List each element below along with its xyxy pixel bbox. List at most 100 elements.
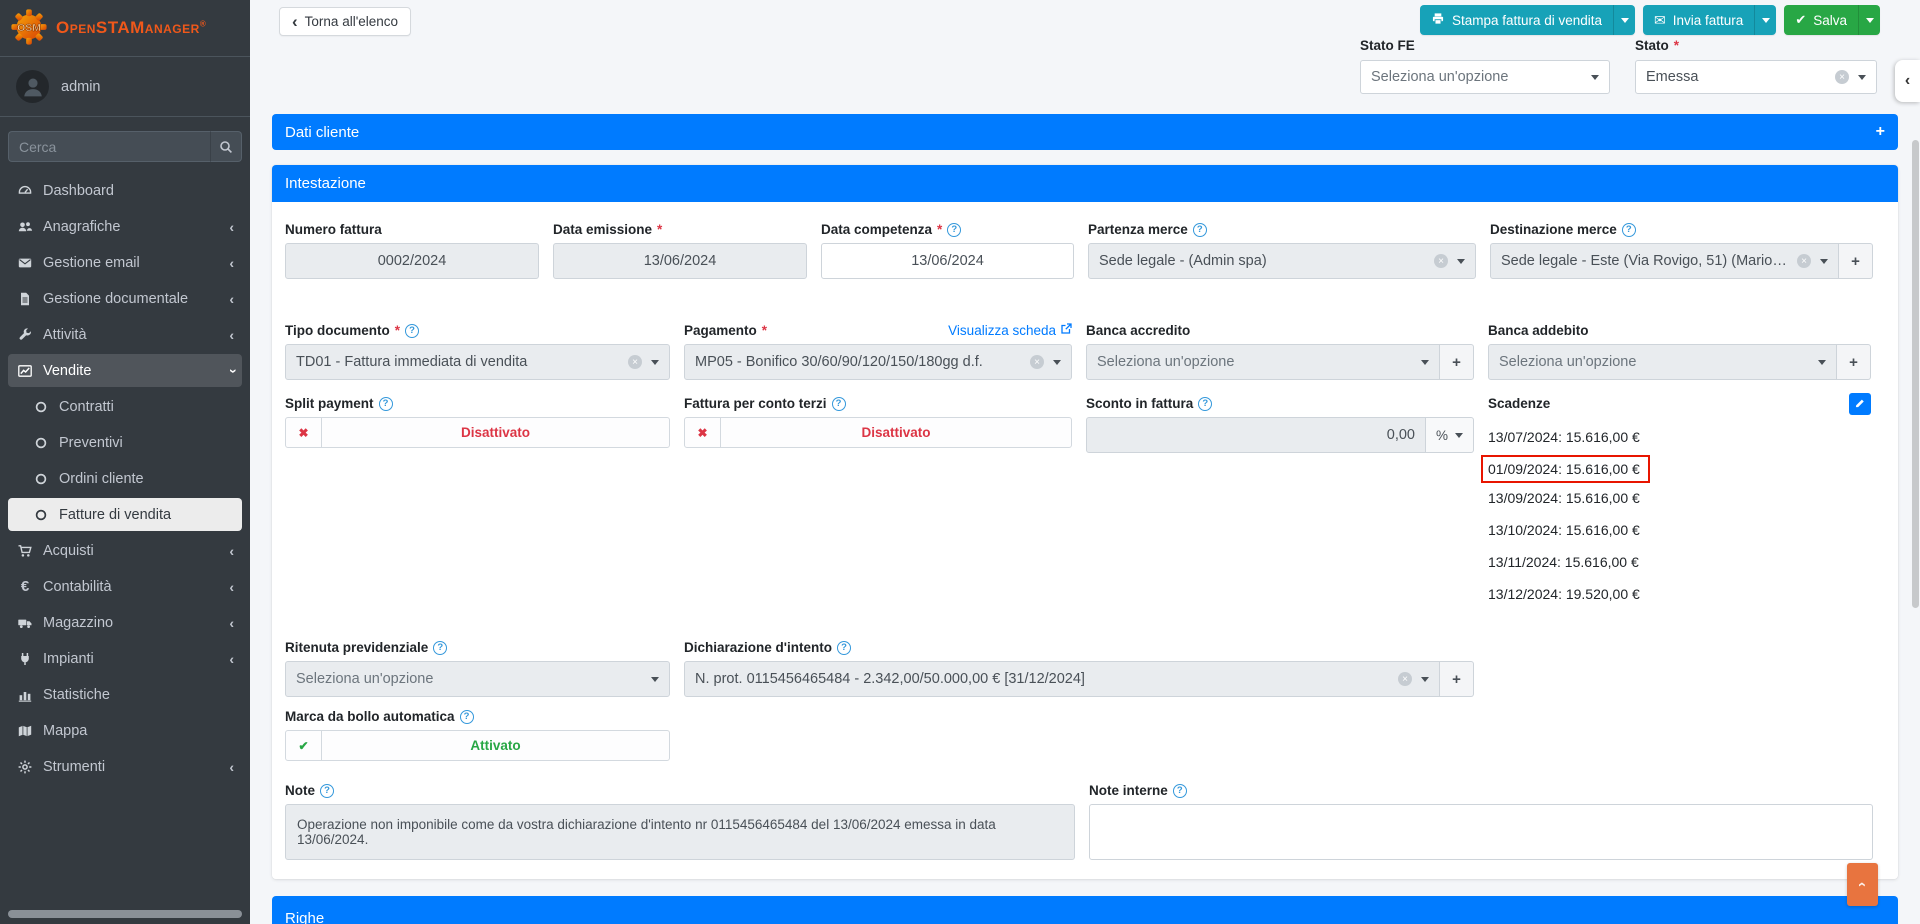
banca-addebito-select[interactable]: Seleziona un'opzione [1488, 344, 1837, 380]
required-asterisk: * [657, 222, 663, 237]
split-payment-toggle[interactable]: Disattivato [285, 417, 670, 448]
brand[interactable]: OSM OpenSTAManager® [0, 0, 250, 57]
sidebar-item-strumenti[interactable]: Strumenti [8, 750, 242, 783]
help-icon[interactable] [1198, 396, 1213, 411]
data-emissione-label: Data emissione * [553, 222, 663, 237]
add-dichiarazione-button[interactable] [1440, 661, 1474, 697]
add-destinazione-button[interactable] [1839, 243, 1873, 279]
user-panel[interactable]: admin [0, 57, 250, 117]
print-invoice-button[interactable]: Stampa fattura di vendita [1419, 5, 1636, 35]
clear-icon[interactable] [1434, 254, 1448, 268]
marca-bollo-toggle[interactable]: Attivato [285, 730, 670, 761]
users-icon [16, 219, 34, 235]
sidebar-item-ordini-cliente[interactable]: Ordini cliente [8, 462, 242, 495]
caret-down-icon [651, 359, 659, 365]
sidebar-item-magazzino[interactable]: Magazzino [8, 606, 242, 639]
sidebar-item-statistiche[interactable]: Statistiche [8, 678, 242, 711]
circle-icon [32, 471, 50, 487]
plus-icon[interactable] [1876, 123, 1885, 141]
collapse-panel-tab[interactable] [1895, 60, 1920, 102]
form-row-1: Numero fattura 0002/2024 Data emissione *… [285, 222, 1885, 279]
ritenuta-field: Ritenuta previdenziale Seleziona un'opzi… [285, 640, 670, 697]
partenza-merce-select[interactable]: Sede legale - (Admin spa) [1088, 243, 1476, 279]
sidebar-item-dashboard[interactable]: Dashboard [8, 174, 242, 207]
sidebar-item-fatture-di-vendita[interactable]: Fatture di vendita [8, 498, 242, 531]
sidebar-item-label: Acquisti [43, 542, 94, 559]
panel-dati-cliente[interactable]: Dati cliente [272, 114, 1898, 150]
clear-icon[interactable] [1030, 355, 1044, 369]
euro-icon: € [20, 578, 30, 595]
send-invoice-button[interactable]: Invia fattura [1643, 5, 1777, 35]
help-icon[interactable] [405, 323, 420, 338]
panel-righe[interactable]: Righe [272, 896, 1898, 924]
save-button[interactable]: Salva [1784, 5, 1880, 35]
help-icon[interactable] [378, 396, 393, 411]
help-icon[interactable] [1172, 783, 1187, 798]
sidebar-item-attivita[interactable]: Attività [8, 318, 242, 351]
intestazione-header[interactable]: Intestazione [272, 165, 1898, 202]
pagamento-field: Pagamento * Visualizza scheda MP05 - Boni… [684, 323, 1072, 380]
help-icon[interactable] [1192, 222, 1207, 237]
data-emissione-input: 13/06/2024 [553, 243, 807, 279]
visualizza-scheda-link[interactable]: Visualizza scheda [948, 323, 1072, 338]
edit-scadenze-button[interactable] [1849, 393, 1871, 415]
search-button[interactable] [210, 131, 242, 162]
help-icon[interactable] [433, 640, 448, 655]
back-to-list-button[interactable]: Torna all'elenco [279, 7, 412, 36]
sconto-unit-select[interactable]: % [1426, 417, 1474, 453]
sidebar-item-contratti[interactable]: Contratti [8, 390, 242, 423]
sidebar-item-preventivi[interactable]: Preventivi [8, 426, 242, 459]
sidebar-item-vendite[interactable]: Vendite [8, 354, 242, 387]
add-banca-accredito-button[interactable] [1440, 344, 1474, 380]
data-competenza-field: Data competenza* 13/06/2024 [821, 222, 1074, 279]
clear-icon[interactable] [628, 355, 642, 369]
stato-select[interactable]: Emessa [1635, 60, 1877, 94]
help-icon[interactable] [947, 222, 962, 237]
sidebar-search [8, 131, 242, 162]
numero-fattura-input: 0002/2024 [285, 243, 539, 279]
clear-icon[interactable] [1835, 70, 1849, 84]
sidebar-item-label: Anagrafiche [43, 218, 121, 235]
add-banca-addebito-button[interactable] [1837, 344, 1871, 380]
help-icon[interactable] [320, 783, 334, 798]
sidebar-item-impianti[interactable]: Impianti [8, 642, 242, 675]
data-competenza-input[interactable]: 13/06/2024 [821, 243, 1074, 279]
send-dropdown-toggle[interactable] [1754, 5, 1776, 35]
help-icon[interactable] [836, 640, 851, 655]
destinazione-merce-select[interactable]: Sede legale - Este (Via Rovigo, 51) (Mar… [1490, 243, 1839, 279]
sidebar-item-gestione-documentale[interactable]: Gestione documentale [8, 282, 242, 315]
sidebar-item-mappa[interactable]: Mappa [8, 714, 242, 747]
link-label: Visualizza scheda [948, 323, 1056, 338]
sidebar-item-anagrafiche[interactable]: Anagrafiche [8, 210, 242, 243]
help-icon[interactable] [459, 709, 474, 724]
tipo-documento-select[interactable]: TD01 - Fattura immediata di vendita [285, 344, 670, 380]
ritenuta-select[interactable]: Seleziona un'opzione [285, 661, 670, 697]
split-payment-label: Split payment [285, 396, 670, 411]
pagamento-select[interactable]: MP05 - Bonifico 30/60/90/120/150/180gg d… [684, 344, 1072, 380]
note-interne-textarea[interactable] [1089, 804, 1873, 860]
save-dropdown-toggle[interactable] [1858, 5, 1880, 35]
stato-fe-select[interactable]: Seleziona un'opzione [1360, 60, 1610, 94]
destinazione-merce-label: Destinazione merce [1490, 222, 1873, 237]
clear-icon[interactable] [1398, 672, 1412, 686]
clear-icon[interactable] [1797, 254, 1811, 268]
help-icon[interactable] [1621, 222, 1636, 237]
sidebar-item-gestione-email[interactable]: Gestione email [8, 246, 242, 279]
panel-title: Dati cliente [285, 123, 360, 141]
banca-accredito-select[interactable]: Seleziona un'opzione [1086, 344, 1440, 380]
x-icon [286, 418, 322, 447]
print-dropdown-toggle[interactable] [1613, 5, 1635, 35]
caret-down-icon [1865, 17, 1874, 23]
vertical-scrollbar[interactable] [1912, 140, 1919, 608]
required-asterisk: * [761, 323, 768, 338]
help-icon[interactable] [831, 396, 846, 411]
sidebar-horizontal-scrollbar[interactable] [8, 910, 242, 918]
dichiarazione-intento-select[interactable]: N. prot. 0115456465484 - 2.342,00/50.000… [684, 661, 1440, 697]
sidebar-item-contabilita[interactable]: € Contabilità [8, 570, 242, 603]
search-input[interactable] [8, 131, 210, 162]
form-row-6: Note Operazione non imponibile come da v… [285, 783, 1885, 863]
scroll-to-top-button[interactable] [1847, 863, 1878, 906]
conto-terzi-toggle[interactable]: Disattivato [684, 417, 1072, 448]
sidebar-item-acquisti[interactable]: Acquisti [8, 534, 242, 567]
dashboard-icon [16, 183, 34, 199]
